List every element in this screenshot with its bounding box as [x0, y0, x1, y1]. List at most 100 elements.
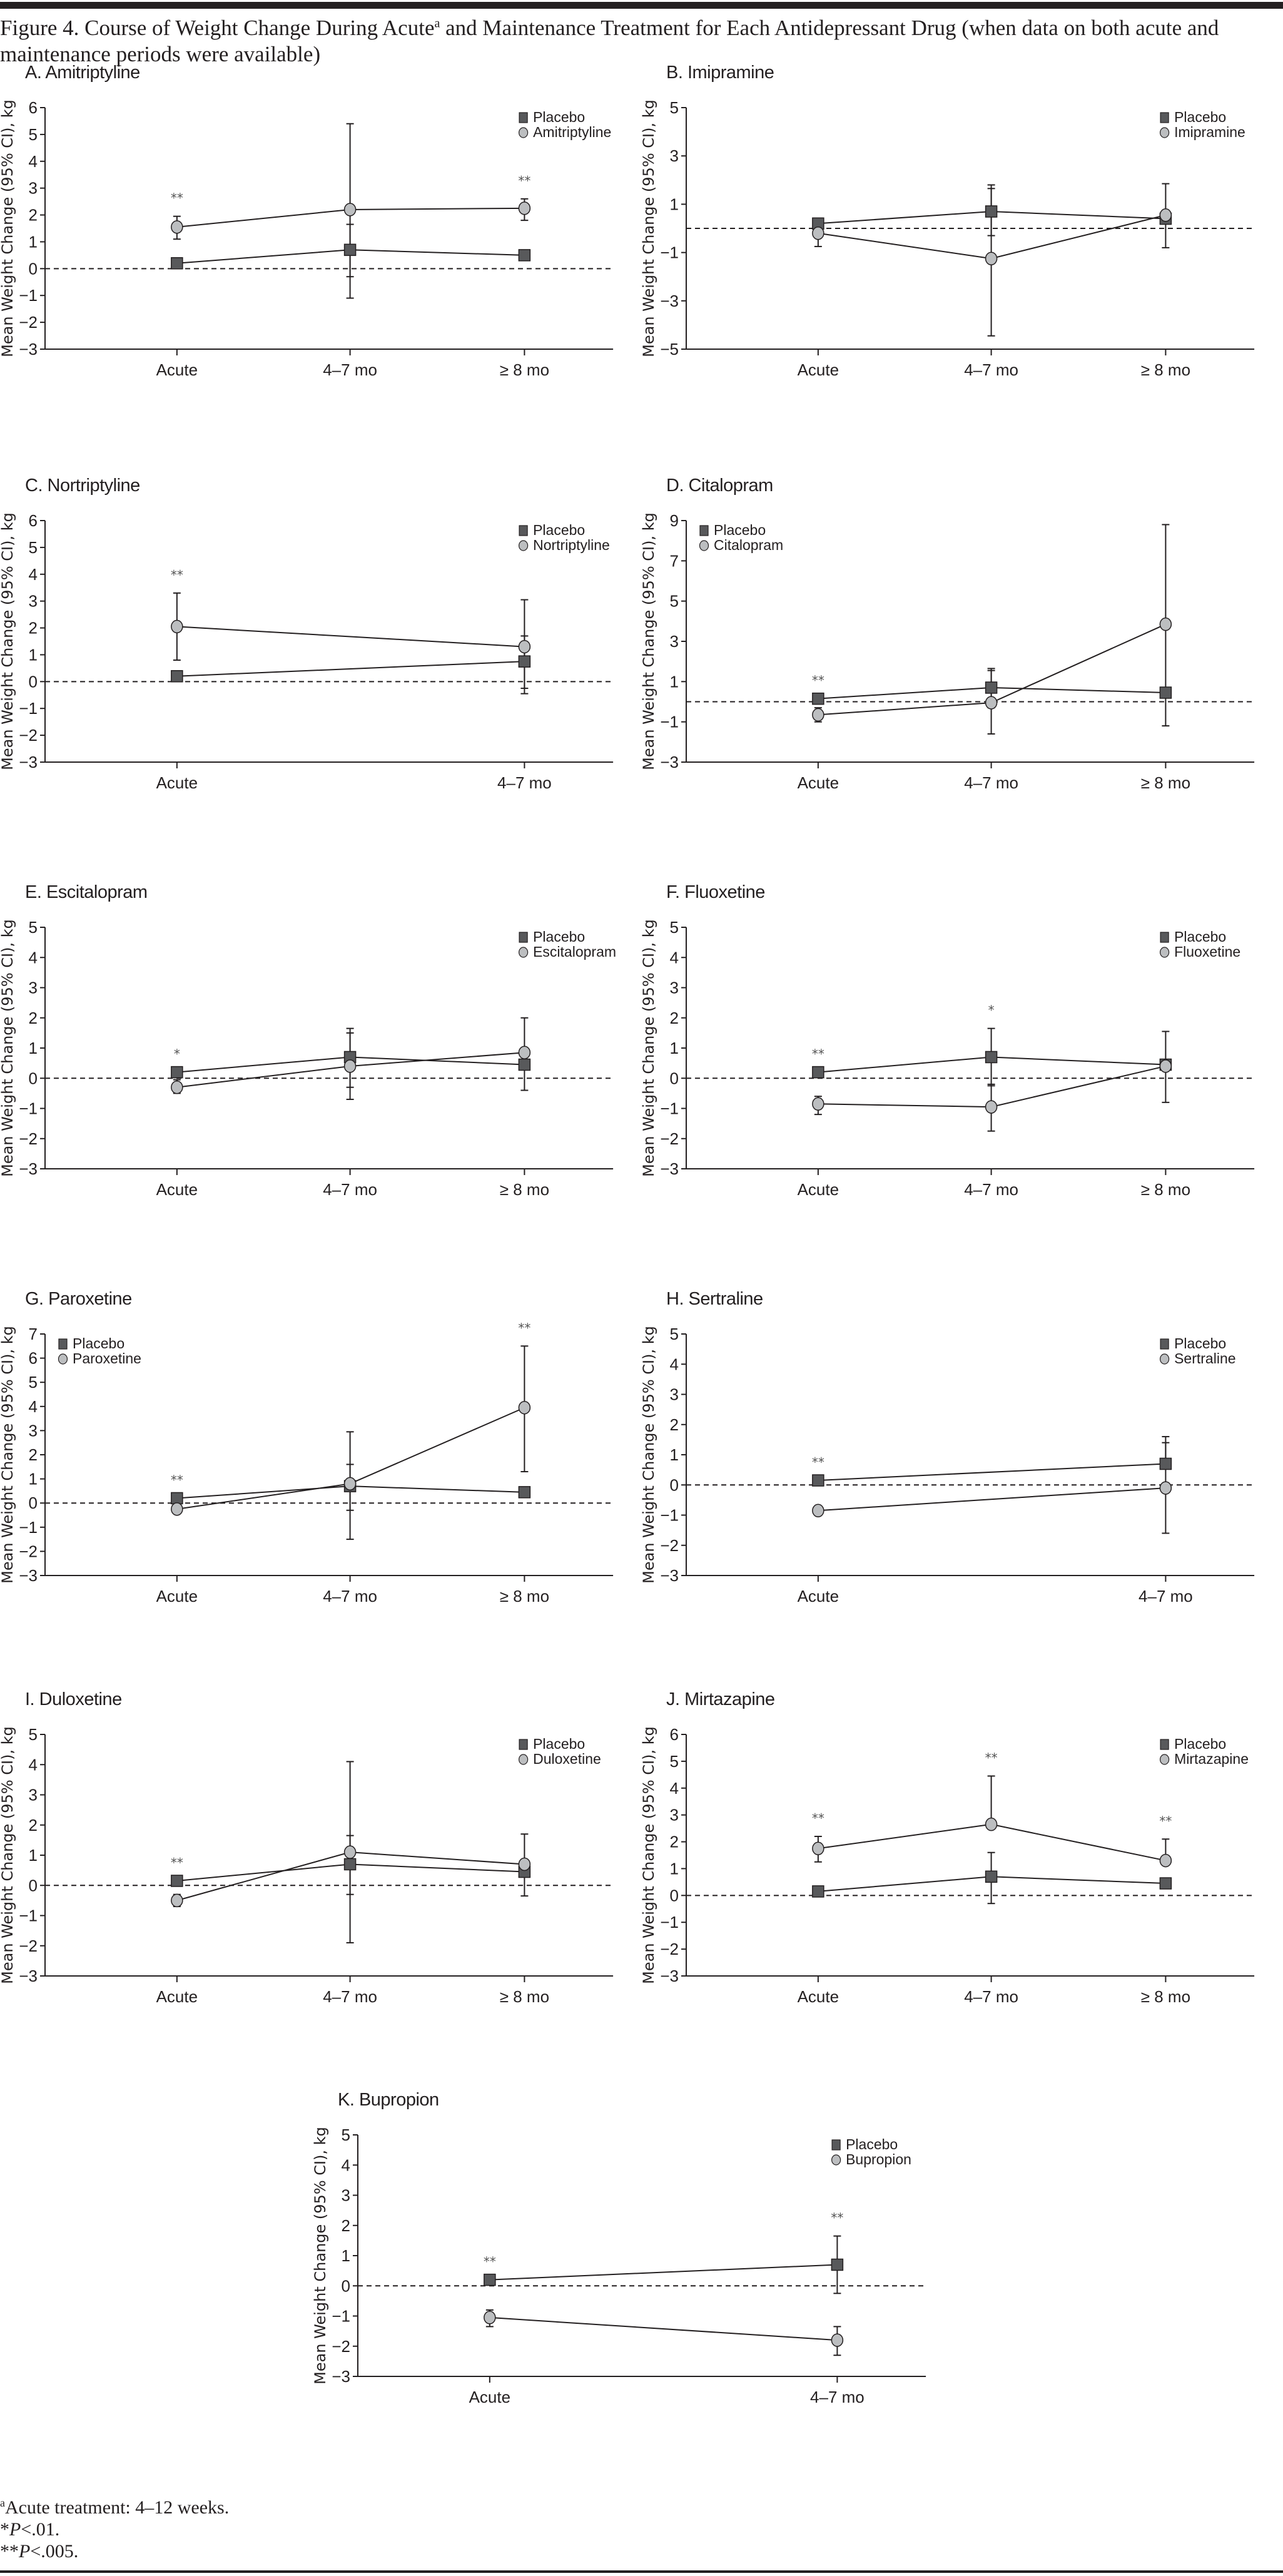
x-tick-label: ≥ 8 mo	[500, 1987, 549, 2006]
y-tick-label: 4	[29, 948, 38, 967]
placebo-marker	[171, 670, 183, 683]
y-tick-label: 9	[670, 511, 679, 530]
placebo-marker	[171, 1492, 183, 1505]
drug-marker	[518, 1046, 531, 1059]
drug-marker	[1159, 617, 1172, 631]
drug-marker	[812, 1097, 824, 1111]
y-tick-label: −3	[660, 1566, 679, 1585]
y-axis-title: Mean Weight Change (95% CI), kg	[640, 1726, 657, 1984]
y-tick-label: 2	[670, 1415, 679, 1434]
placebo-marker	[484, 2273, 496, 2286]
legend-drug-swatch	[831, 2154, 841, 2166]
legend-placebo-swatch	[519, 932, 528, 943]
drug-marker	[985, 252, 998, 265]
legend-placebo-swatch	[58, 1338, 68, 1350]
y-tick-label: 4	[29, 565, 38, 584]
legend-drug-swatch	[699, 540, 709, 551]
y-tick-label: 4	[29, 1397, 38, 1416]
panel-title: I. Duloxetine	[25, 1689, 122, 1709]
legend-placebo-label: Placebo	[1174, 1736, 1226, 1752]
y-tick-label: −5	[660, 340, 679, 359]
significance-marker: *	[174, 1047, 180, 1062]
placebo-marker	[518, 655, 531, 668]
drug-series-line	[489, 2316, 838, 2341]
drug-marker	[812, 1504, 824, 1518]
y-tick-label: 5	[670, 592, 679, 611]
y-tick-label: 3	[342, 2186, 350, 2205]
y-tick-label: 0	[342, 2276, 350, 2295]
drug-marker	[812, 226, 824, 240]
y-tick-label: −3	[660, 1159, 679, 1178]
legend-drug-label: Fluoxetine	[1174, 944, 1240, 960]
drug-marker	[812, 708, 824, 722]
legend-drug-swatch	[518, 947, 529, 958]
x-tick-label: Acute	[156, 773, 198, 792]
placebo-marker	[831, 2258, 844, 2271]
y-tick-label: −1	[19, 699, 38, 718]
y-tick-label: 4	[670, 1779, 679, 1798]
legend-drug-label: Sertraline	[1174, 1350, 1235, 1367]
drug-marker	[985, 1817, 998, 1831]
drug-marker	[171, 1080, 183, 1094]
y-tick-label: −2	[19, 1937, 38, 1955]
x-tick-label: Acute	[798, 360, 839, 379]
panel-d: D. Citalopram 9 7 5 3 1 −1 −3 Mean Weight Change…	[640, 476, 1267, 876]
drug-series-line	[818, 1487, 1166, 1512]
x-tick-label: 4–7 mo	[964, 773, 1018, 792]
panel-title: A. Amitriptyline	[25, 63, 140, 83]
y-tick-label: 6	[29, 1349, 38, 1368]
y-tick-label: 1	[29, 1039, 38, 1057]
legend-placebo-label: Placebo	[533, 929, 585, 945]
figure-title-text: Figure 4. Course of Weight Change During…	[0, 16, 435, 40]
panel-title: F. Fluoxetine	[666, 882, 765, 902]
drug-marker	[171, 619, 183, 634]
drug-marker	[518, 201, 531, 215]
y-tick-label: 0	[29, 1494, 38, 1512]
y-tick-label: −1	[19, 1907, 38, 1925]
placebo-marker	[518, 1058, 531, 1071]
y-axis-title: Mean Weight Change (95% CI), kg	[0, 1726, 16, 1984]
y-tick-label: −2	[660, 1536, 679, 1555]
drug-series-line	[176, 626, 525, 648]
y-axis-title: Mean Weight Change (95% CI), kg	[640, 512, 657, 770]
y-tick-label: 0	[670, 1886, 679, 1905]
y-tick-label: −2	[19, 1542, 38, 1560]
drug-marker	[343, 1477, 357, 1491]
panel-c: C. Nortriptyline 6 5 4 3 2 1 0 −1 −2 −3 Mean Weight…	[0, 476, 626, 876]
significance-marker: **	[812, 1811, 824, 1826]
legend-drug-swatch	[518, 1754, 529, 1765]
legend-placebo-swatch	[519, 1739, 528, 1750]
y-tick-label: 3	[29, 179, 38, 198]
legend-drug-label: Duloxetine	[533, 1751, 601, 1767]
y-tick-label: 5	[29, 125, 38, 144]
panel-title: G. Paroxetine	[25, 1289, 132, 1309]
footnote-a: aAcute treatment: 4–12 weeks.	[0, 2497, 229, 2518]
y-tick-label: 1	[342, 2246, 350, 2265]
placebo-series-line	[176, 661, 525, 677]
x-tick-label: Acute	[798, 1587, 839, 1606]
y-axis-title: Mean Weight Change (95% CI), kg	[0, 919, 16, 1177]
significance-marker: **	[171, 191, 183, 206]
y-tick-label: 5	[670, 918, 679, 937]
y-tick-label: 1	[670, 672, 679, 691]
panel-i: I. Duloxetine 5 4 3 2 1 0 −1 −2 −3 Mean Weight Cha…	[0, 1689, 626, 2090]
placebo-marker	[171, 1875, 183, 1887]
y-tick-label: 3	[670, 1385, 679, 1404]
significance-marker: **	[518, 173, 530, 188]
y-tick-label: 0	[29, 672, 38, 691]
legend-drug-swatch	[1159, 127, 1170, 138]
panel-title: C. Nortriptyline	[25, 476, 140, 496]
y-axis-title: Mean Weight Change (95% CI), kg	[640, 99, 657, 357]
y-tick-label: −1	[660, 713, 679, 731]
x-tick-label: Acute	[156, 1180, 198, 1199]
x-tick-label: Acute	[156, 360, 198, 379]
x-tick-label: ≥ 8 mo	[1141, 360, 1190, 379]
y-tick-label: 2	[29, 1009, 38, 1027]
y-tick-label: −1	[19, 286, 38, 305]
y-axis-title: Mean Weight Change (95% CI), kg	[0, 99, 16, 357]
y-tick-label: 5	[670, 1752, 679, 1771]
